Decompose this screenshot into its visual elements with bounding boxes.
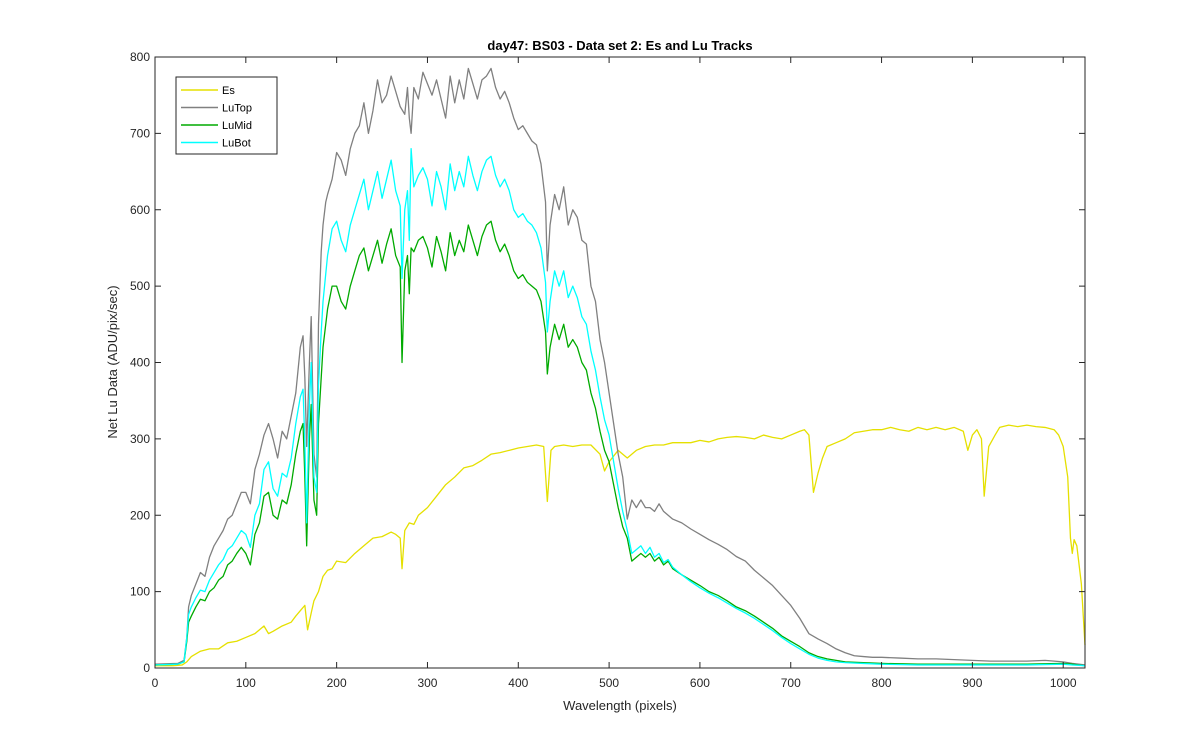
- legend-label-lumid: LuMid: [222, 120, 252, 132]
- legend: Es LuTop LuMid LuBot: [175, 76, 278, 155]
- y-tick-label: 500: [130, 279, 150, 293]
- series-line-es: [155, 424, 1086, 667]
- x-tick-label: 700: [781, 676, 801, 690]
- x-axis-label: Wavelength (pixels): [563, 698, 677, 713]
- y-tick-label: 0: [143, 661, 150, 675]
- y-tick-label: 200: [130, 508, 150, 522]
- y-tick-label: 400: [130, 356, 150, 370]
- x-tick-label: 500: [599, 676, 619, 690]
- legend-label-lubot: LuBot: [222, 138, 251, 150]
- x-tick-label: 800: [872, 676, 892, 690]
- plot-background: [155, 57, 1085, 668]
- x-tick-label: 400: [508, 676, 528, 690]
- y-tick-label: 800: [130, 50, 150, 64]
- x-tick-label: 100: [236, 676, 256, 690]
- y-axis-label: Net Lu Data (ADU/pix/sec): [105, 285, 120, 438]
- y-tick-label: 600: [130, 203, 150, 217]
- chart-title: day47: BS03 - Data set 2: Es and Lu Trac…: [487, 38, 752, 53]
- x-tick-label: 300: [417, 676, 437, 690]
- series-line-lumid: [154, 220, 1086, 667]
- plot-area: [155, 57, 1085, 668]
- x-tick-label: 1000: [1050, 676, 1077, 690]
- y-tick-label: 100: [130, 585, 150, 599]
- ticks-layer: 0 100 200 300 400 500 600 700 800 900 1000 0 100 200 3…: [130, 50, 1085, 690]
- x-tick-label: 900: [962, 676, 982, 690]
- x-tick-label: 200: [327, 676, 347, 690]
- y-tick-label: 700: [130, 126, 150, 140]
- y-tick-label: 300: [130, 432, 150, 446]
- series-line-lutop: [154, 67, 1086, 666]
- x-tick-label: 600: [690, 676, 710, 690]
- series-line-lubot: [154, 148, 1086, 667]
- series-layer: [154, 67, 1086, 667]
- legend-label-lutop: LuTop: [222, 103, 252, 115]
- legend-label-es: Es: [222, 85, 235, 97]
- x-tick-label: 0: [152, 676, 159, 690]
